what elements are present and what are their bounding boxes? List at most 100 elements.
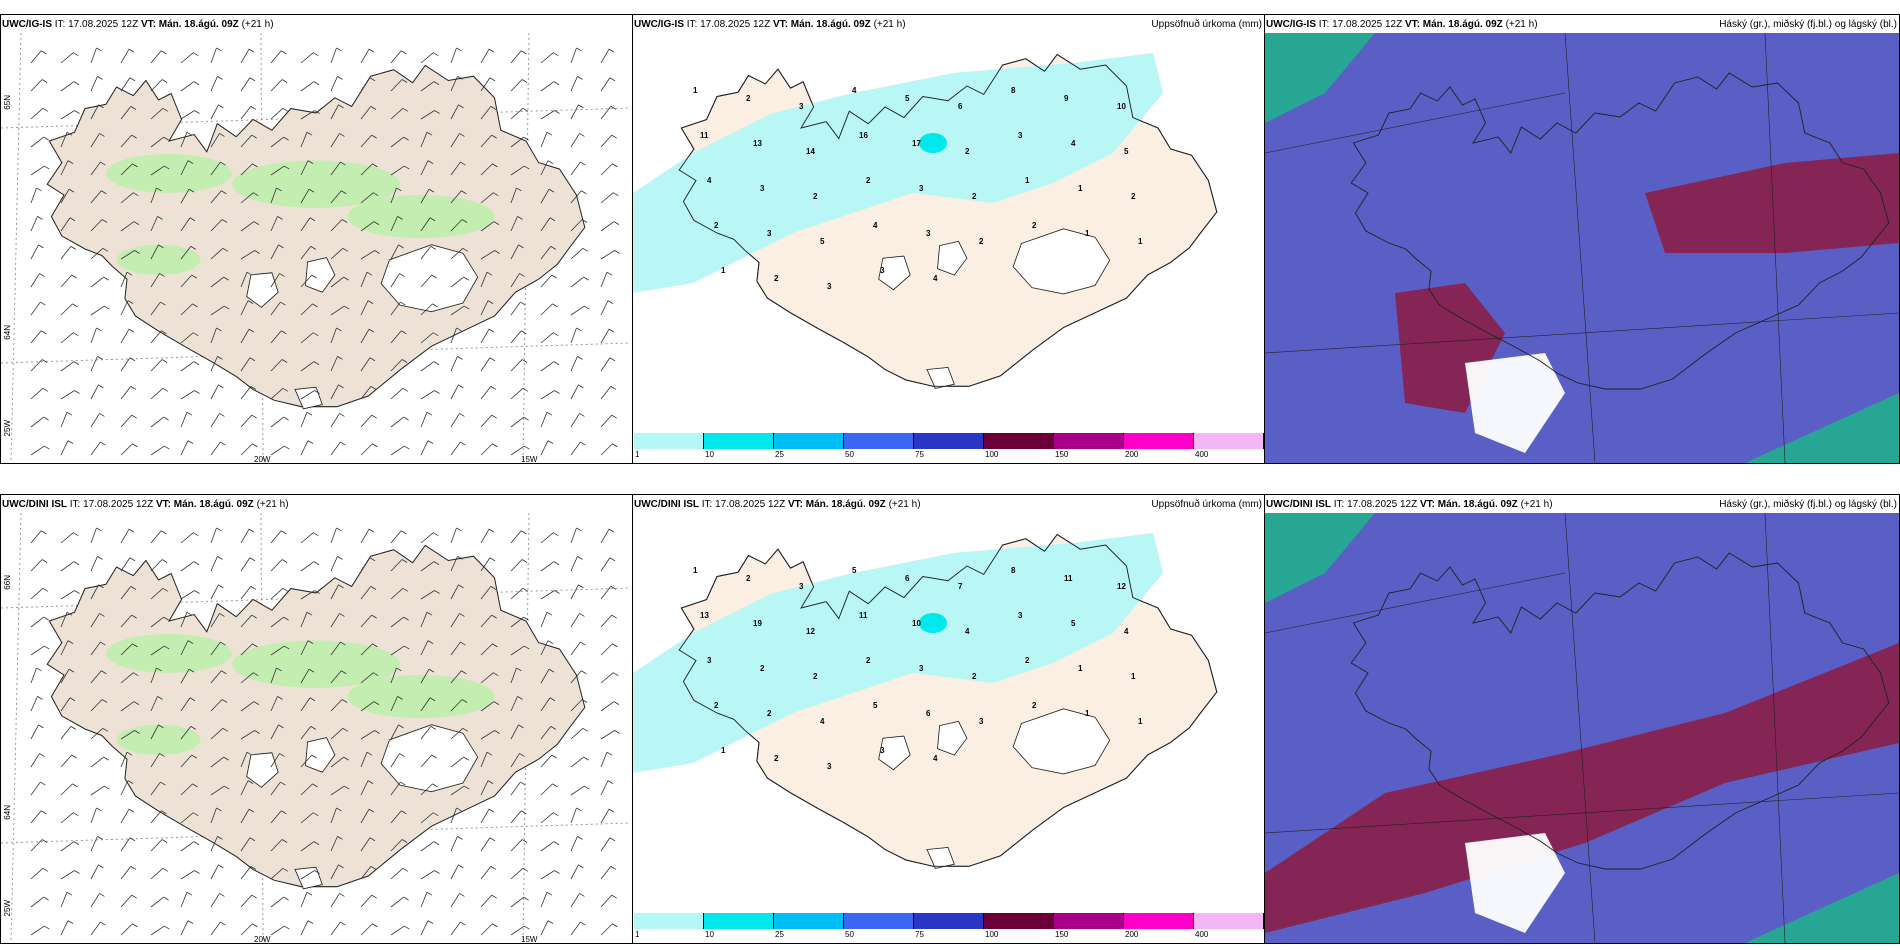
wind-barb-icon — [240, 221, 260, 232]
wind-barb-icon — [30, 696, 43, 712]
wind-barb-icon — [270, 330, 287, 344]
wind-map-panel: UWC/DINI ISL IT: 17.08.2025 12Z VT: Mán.… — [0, 494, 633, 944]
wind-barb-icon — [30, 387, 49, 400]
wind-barb-icon — [600, 106, 617, 120]
wind-barb-icon — [570, 921, 586, 936]
wind-barb-icon — [60, 891, 73, 908]
wind-barb-icon — [360, 672, 379, 684]
precip-value-label: 3 — [827, 762, 832, 771]
wind-barb-icon — [150, 753, 165, 768]
wind-barb-icon — [240, 730, 260, 740]
wind-barb-icon — [450, 76, 463, 92]
wind-barb-icon — [210, 441, 226, 456]
cloud-map[interactable] — [1265, 33, 1899, 463]
wind-barb-icon — [330, 384, 344, 400]
wind-barb-icon — [210, 836, 223, 852]
wind-map[interactable] — [1, 33, 632, 463]
wind-barb-icon — [480, 528, 495, 544]
panel-title: Uppsöfnuð úrkoma (mm) — [1151, 499, 1262, 510]
wind-barb-icon — [30, 187, 42, 204]
precip-value-label: 19 — [753, 619, 762, 628]
lon-label: 20W — [254, 935, 271, 944]
wind-barb-icon — [420, 754, 437, 768]
wind-barb-icon — [180, 246, 197, 260]
precip-value-label: 16 — [859, 131, 868, 140]
cloud-map[interactable] — [1265, 513, 1899, 943]
wind-barb-icon — [510, 165, 530, 176]
wind-barb-icon — [300, 891, 313, 908]
wind-barb-icon — [90, 584, 104, 600]
precip-value-label: 3 — [919, 664, 924, 673]
wind-barb-icon — [600, 837, 616, 852]
wind-barb-icon — [510, 244, 524, 260]
wind-barb-icon — [270, 445, 290, 456]
precip-value-label: 1 — [1078, 664, 1083, 673]
precip-value-label: 1 — [1138, 717, 1143, 726]
precip-value-label: 2 — [866, 176, 871, 185]
precip-map[interactable]: 1234568910111314161723454322321122354322… — [633, 33, 1264, 443]
wind-barb-icon — [480, 837, 496, 852]
wind-barb-icon — [600, 134, 617, 148]
precip-value-label: 2 — [1025, 656, 1030, 665]
lat-label: 66N — [3, 575, 12, 590]
wind-barb-icon — [330, 413, 345, 428]
wind-barb-icon — [60, 131, 73, 148]
precip-value-label: 3 — [827, 282, 832, 291]
wind-barb-icon — [60, 920, 74, 936]
wind-barb-icon — [330, 727, 349, 740]
wind-barb-icon — [540, 920, 554, 936]
wind-barb-icon — [510, 587, 529, 600]
wind-barb-icon — [420, 640, 434, 656]
wind-barb-icon — [360, 557, 376, 572]
precip-value-label: 2 — [774, 274, 779, 283]
wind-barb-icon — [600, 643, 618, 656]
wind-barb-icon — [90, 161, 106, 176]
precip-value-label: 14 — [806, 147, 815, 156]
wind-barb-icon — [450, 670, 467, 684]
wind-barb-icon — [600, 300, 614, 316]
wind-map[interactable] — [1, 513, 632, 943]
wind-barb-icon — [60, 640, 74, 656]
wind-barb-icon — [330, 190, 347, 204]
colorbar-swatch — [634, 913, 704, 929]
wind-barb-icon — [120, 163, 138, 176]
wind-barb-icon — [600, 751, 613, 768]
wind-barb-icon — [360, 730, 380, 740]
wind-barb-icon — [270, 696, 283, 712]
wind-barb-icon — [90, 613, 105, 628]
wind-barb-icon — [90, 133, 105, 148]
wind-barb-icon — [90, 836, 103, 852]
wind-barb-icon — [240, 48, 255, 64]
precip-map[interactable]: 1235678111213191211104354322232211224563… — [633, 513, 1264, 923]
colorbar-swatch — [704, 433, 774, 449]
wind-barb-icon — [600, 250, 620, 260]
wind-barb-icon — [390, 810, 407, 824]
wind-barb-icon — [60, 532, 79, 544]
grid-line — [1564, 33, 1596, 463]
high-cloud-area — [1745, 873, 1899, 943]
lon-label: 15W — [521, 455, 538, 464]
wind-barb-icon — [420, 131, 433, 148]
wind-barb-icon — [390, 645, 410, 656]
wind-barb-icon — [270, 896, 289, 908]
wind-barb-icon — [390, 107, 409, 120]
precip-value-label: 13 — [700, 611, 709, 620]
wind-barb-icon — [30, 136, 49, 148]
precip-value-label: 2 — [774, 754, 779, 763]
wind-barb-icon — [510, 79, 528, 92]
wind-barb-icon — [180, 812, 199, 824]
wind-barb-icon — [600, 328, 615, 344]
wind-barb-icon — [30, 530, 47, 544]
wind-patch — [347, 675, 495, 719]
wind-barb-icon — [360, 808, 375, 824]
wind-barb-icon — [240, 328, 255, 344]
wind-barb-icon — [300, 274, 317, 288]
wind-barb-icon — [240, 557, 256, 572]
wind-barb-icon — [480, 300, 494, 316]
high-cloud-area — [1265, 513, 1375, 603]
wind-barb-icon — [600, 586, 617, 600]
wind-barb-icon — [480, 586, 497, 600]
wind-barb-icon — [60, 390, 80, 400]
clear-sky-area — [1465, 353, 1565, 453]
panel-header: UWC/DINI ISL IT: 17.08.2025 12Z VT: Mán.… — [2, 499, 289, 510]
